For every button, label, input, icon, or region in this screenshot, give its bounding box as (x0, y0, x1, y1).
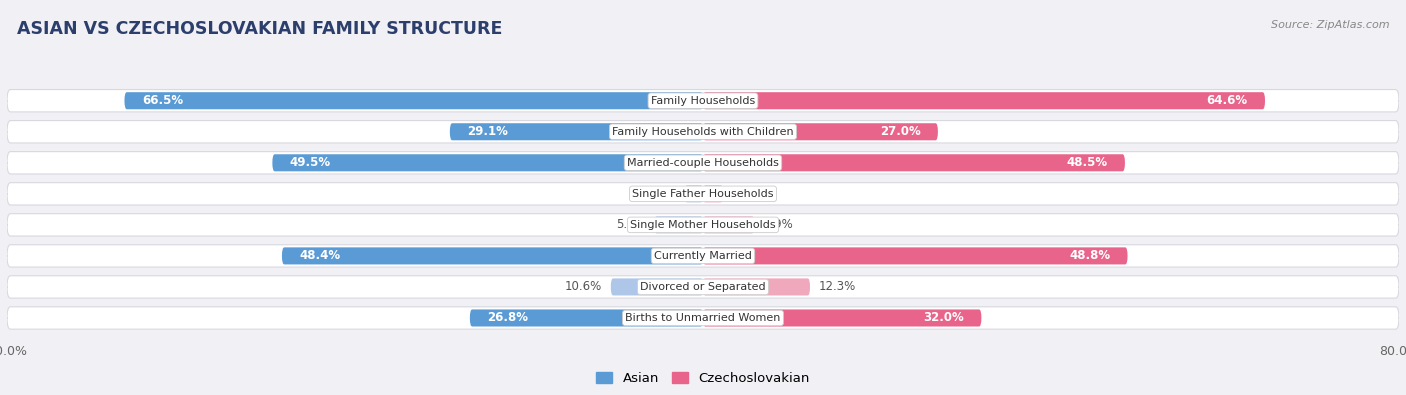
Text: 29.1%: 29.1% (467, 125, 508, 138)
Text: ASIAN VS CZECHOSLOVAKIAN FAMILY STRUCTURE: ASIAN VS CZECHOSLOVAKIAN FAMILY STRUCTUR… (17, 20, 502, 38)
Text: 32.0%: 32.0% (924, 312, 965, 324)
Text: 48.5%: 48.5% (1066, 156, 1108, 169)
Text: Married-couple Households: Married-couple Households (627, 158, 779, 168)
FancyBboxPatch shape (125, 92, 703, 109)
FancyBboxPatch shape (7, 152, 1399, 174)
Text: Single Father Households: Single Father Households (633, 189, 773, 199)
FancyBboxPatch shape (7, 214, 1399, 236)
FancyBboxPatch shape (470, 309, 703, 327)
Text: 10.6%: 10.6% (565, 280, 602, 293)
FancyBboxPatch shape (7, 90, 1399, 112)
FancyBboxPatch shape (703, 185, 723, 202)
Text: Family Households with Children: Family Households with Children (612, 127, 794, 137)
FancyBboxPatch shape (685, 185, 703, 202)
Text: 2.1%: 2.1% (647, 187, 676, 200)
Text: 48.8%: 48.8% (1069, 249, 1111, 262)
Text: Currently Married: Currently Married (654, 251, 752, 261)
FancyBboxPatch shape (703, 154, 1125, 171)
Legend: Asian, Czechoslovakian: Asian, Czechoslovakian (591, 367, 815, 390)
Text: 5.6%: 5.6% (616, 218, 645, 231)
Text: 2.3%: 2.3% (731, 187, 762, 200)
Text: Source: ZipAtlas.com: Source: ZipAtlas.com (1271, 20, 1389, 30)
Text: Single Mother Households: Single Mother Households (630, 220, 776, 230)
FancyBboxPatch shape (7, 307, 1399, 329)
FancyBboxPatch shape (703, 123, 938, 140)
FancyBboxPatch shape (703, 309, 981, 327)
FancyBboxPatch shape (654, 216, 703, 233)
FancyBboxPatch shape (7, 182, 1399, 205)
FancyBboxPatch shape (610, 278, 703, 295)
FancyBboxPatch shape (7, 276, 1399, 298)
FancyBboxPatch shape (703, 92, 1265, 109)
Text: 5.9%: 5.9% (763, 218, 793, 231)
Text: 64.6%: 64.6% (1206, 94, 1247, 107)
Text: 66.5%: 66.5% (142, 94, 183, 107)
Text: 26.8%: 26.8% (488, 312, 529, 324)
FancyBboxPatch shape (283, 247, 703, 264)
Text: Births to Unmarried Women: Births to Unmarried Women (626, 313, 780, 323)
Text: 49.5%: 49.5% (290, 156, 330, 169)
FancyBboxPatch shape (703, 216, 755, 233)
FancyBboxPatch shape (7, 245, 1399, 267)
FancyBboxPatch shape (450, 123, 703, 140)
Text: Divorced or Separated: Divorced or Separated (640, 282, 766, 292)
FancyBboxPatch shape (703, 247, 1128, 264)
FancyBboxPatch shape (7, 120, 1399, 143)
Text: 48.4%: 48.4% (299, 249, 340, 262)
FancyBboxPatch shape (703, 278, 810, 295)
Text: 12.3%: 12.3% (818, 280, 856, 293)
Text: 27.0%: 27.0% (880, 125, 921, 138)
Text: Family Households: Family Households (651, 96, 755, 106)
FancyBboxPatch shape (273, 154, 703, 171)
